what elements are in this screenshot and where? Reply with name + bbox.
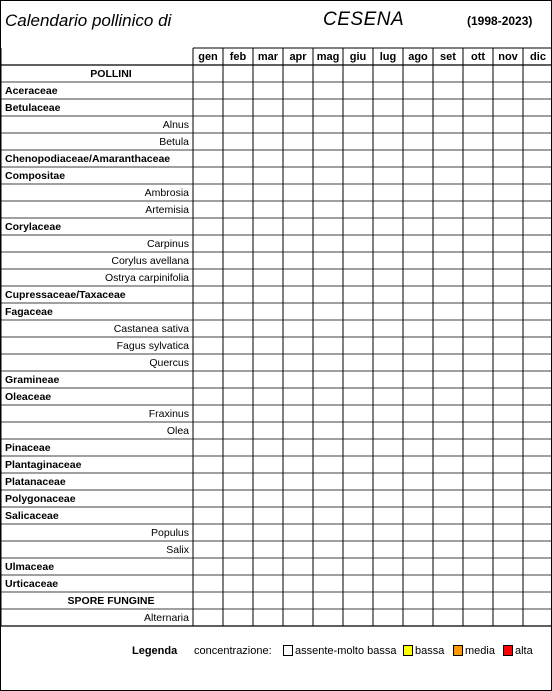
row-label-cupressaceae-taxaceae: Cupressaceae/Taxaceae	[5, 289, 126, 301]
row-label-fraxinus: Fraxinus	[149, 408, 189, 420]
row-label-artemisia: Artemisia	[145, 204, 189, 216]
row-label-chenopodiaceae-amaranthaceae: Chenopodiaceae/Amaranthaceae	[5, 153, 170, 165]
month-label-giu: giu	[350, 51, 367, 63]
row-label-pinaceae: Pinaceae	[5, 442, 51, 454]
row-label-quercus: Quercus	[149, 357, 189, 369]
row-label-ambrosia: Ambrosia	[145, 187, 190, 199]
legend-swatch-bassa	[403, 645, 413, 656]
row-label-fagaceae: Fagaceae	[5, 306, 53, 318]
legend-label-bassa: bassa	[415, 645, 445, 657]
month-label-gen: gen	[198, 51, 218, 63]
legend-label-assente: assente-molto bassa	[295, 645, 397, 657]
row-label-oleaceae: Oleaceae	[5, 391, 51, 403]
legend-swatch-media	[453, 645, 463, 656]
month-label-ago: ago	[408, 51, 428, 63]
row-label-betula: Betula	[159, 136, 189, 148]
row-label-alnus: Alnus	[163, 119, 189, 131]
row-label-alternaria: Alternaria	[144, 612, 189, 624]
row-label-populus: Populus	[151, 527, 189, 539]
month-label-mar: mar	[258, 51, 279, 63]
row-label-corylus-avellana: Corylus avellana	[111, 255, 189, 267]
row-label-compositae: Compositae	[5, 170, 65, 182]
legend-prefix: concentrazione:	[194, 645, 272, 657]
row-label-polygonaceae: Polygonaceae	[5, 493, 76, 505]
row-label-salix: Salix	[166, 544, 190, 556]
legend-swatch-assente	[283, 645, 293, 656]
row-label-carpinus: Carpinus	[147, 238, 189, 250]
legend: Legenda concentrazione: assente-molto ba…	[1, 639, 551, 665]
row-label-olea: Olea	[167, 425, 189, 437]
row-label-urticaceae: Urticaceae	[5, 578, 58, 590]
month-label-nov: nov	[498, 51, 518, 63]
month-label-lug: lug	[380, 51, 397, 63]
row-label-fagus-sylvatica: Fagus sylvatica	[117, 340, 190, 352]
month-label-apr: apr	[289, 51, 307, 63]
month-label-set: set	[440, 51, 456, 63]
legend-title: Legenda	[132, 645, 178, 657]
row-label-corylaceae: Corylaceae	[5, 221, 61, 233]
month-label-mag: mag	[317, 51, 340, 63]
row-label-pollini: POLLINI	[90, 68, 131, 80]
row-label-aceraceae: Aceraceae	[5, 85, 58, 97]
row-label-salicaceae: Salicaceae	[5, 510, 59, 522]
legend-swatch-alta	[503, 645, 513, 656]
row-label-ostrya-carpinifolia: Ostrya carpinifolia	[105, 272, 189, 284]
year-range: (1998-2023)	[467, 14, 533, 28]
row-label-gramineae: Gramineae	[5, 374, 59, 386]
city-name: CESENA	[323, 9, 405, 30]
row-label-betulaceae: Betulaceae	[5, 102, 61, 114]
legend-label-alta: alta	[515, 645, 533, 657]
legend-label-media: media	[465, 645, 495, 657]
month-label-ott: ott	[471, 51, 485, 63]
row-label-ulmaceae: Ulmaceae	[5, 561, 54, 573]
row-label-plantaginaceae: Plantaginaceae	[5, 459, 82, 471]
title-text: Calendario pollinico di	[5, 11, 172, 30]
row-label-castanea-sativa: Castanea sativa	[114, 323, 189, 335]
row-label-spore-fungine: SPORE FUNGINE	[68, 595, 155, 607]
row-label-platanaceae: Platanaceae	[5, 476, 66, 488]
month-label-feb: feb	[230, 51, 247, 63]
month-label-dic: dic	[530, 51, 546, 63]
